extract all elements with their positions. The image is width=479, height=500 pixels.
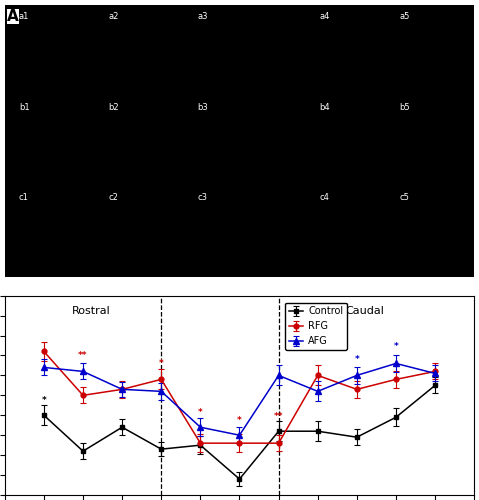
Text: *: * bbox=[394, 342, 399, 351]
Text: a3: a3 bbox=[197, 12, 208, 21]
Text: *: * bbox=[42, 396, 46, 406]
Text: c5: c5 bbox=[399, 194, 409, 202]
Text: A: A bbox=[7, 9, 19, 24]
Text: *: * bbox=[354, 355, 359, 364]
Text: c2: c2 bbox=[108, 194, 118, 202]
Text: **: ** bbox=[78, 351, 88, 360]
Text: b4: b4 bbox=[319, 103, 330, 112]
Text: a2: a2 bbox=[108, 12, 118, 21]
Text: a1: a1 bbox=[19, 12, 29, 21]
Text: **: ** bbox=[274, 412, 284, 421]
Text: a5: a5 bbox=[399, 12, 410, 21]
Text: Rostral: Rostral bbox=[71, 306, 110, 316]
Text: c1: c1 bbox=[19, 194, 29, 202]
Text: b3: b3 bbox=[197, 103, 208, 112]
Text: Caudal: Caudal bbox=[345, 306, 384, 316]
Text: b2: b2 bbox=[108, 103, 119, 112]
Text: *: * bbox=[198, 408, 203, 418]
Text: *: * bbox=[159, 359, 164, 368]
Text: c4: c4 bbox=[319, 194, 329, 202]
Text: *: * bbox=[237, 416, 242, 425]
Text: b1: b1 bbox=[19, 103, 30, 112]
Text: c3: c3 bbox=[197, 194, 207, 202]
Text: b5: b5 bbox=[399, 103, 410, 112]
Legend: Control, RFG, AFG: Control, RFG, AFG bbox=[285, 302, 347, 350]
Text: a4: a4 bbox=[319, 12, 330, 21]
